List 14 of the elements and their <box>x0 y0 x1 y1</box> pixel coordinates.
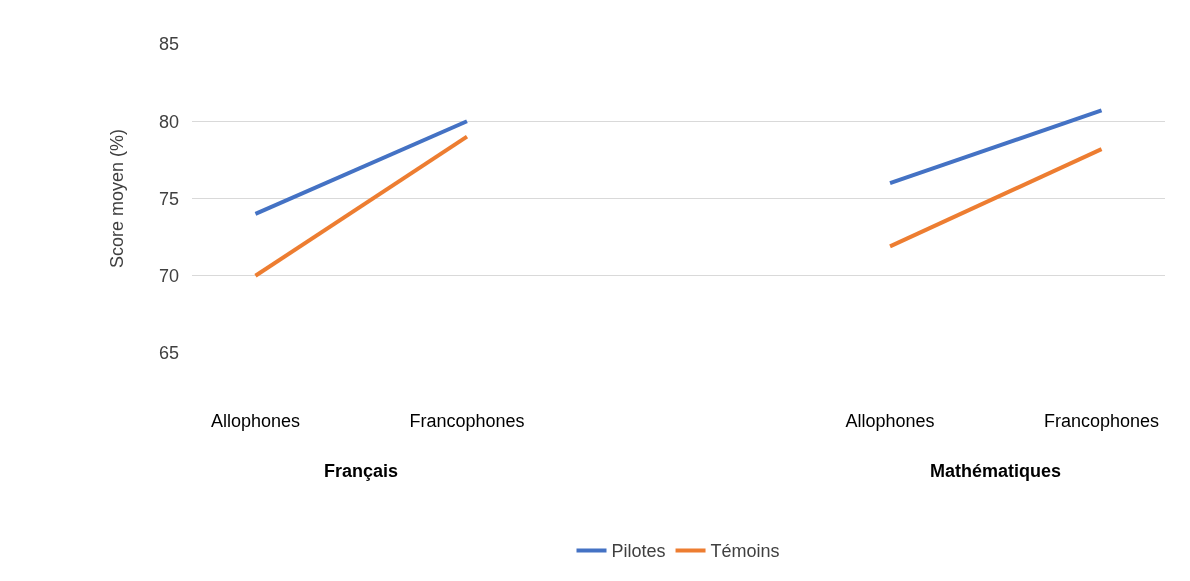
x-tick-label: Francophones <box>409 411 525 431</box>
x-tick-label: Allophones <box>210 411 300 431</box>
y-tick-label: 70 <box>158 266 179 287</box>
text: Mathématiques <box>930 461 1062 481</box>
y-tick-label: 85 <box>158 34 179 55</box>
x-tick-label: Francophones <box>1044 411 1160 431</box>
y-tick-label: 80 <box>158 111 179 132</box>
y-tick-label: 75 <box>158 188 179 209</box>
y-tick-label: 65 <box>158 343 179 364</box>
x-tick-label: Allophones <box>845 411 935 431</box>
legend-label: Pilotes <box>611 541 666 562</box>
legend-label: Témoins <box>710 541 780 562</box>
text: Français <box>324 461 399 481</box>
y-axis-title: Score moyen (%) <box>107 128 128 269</box>
